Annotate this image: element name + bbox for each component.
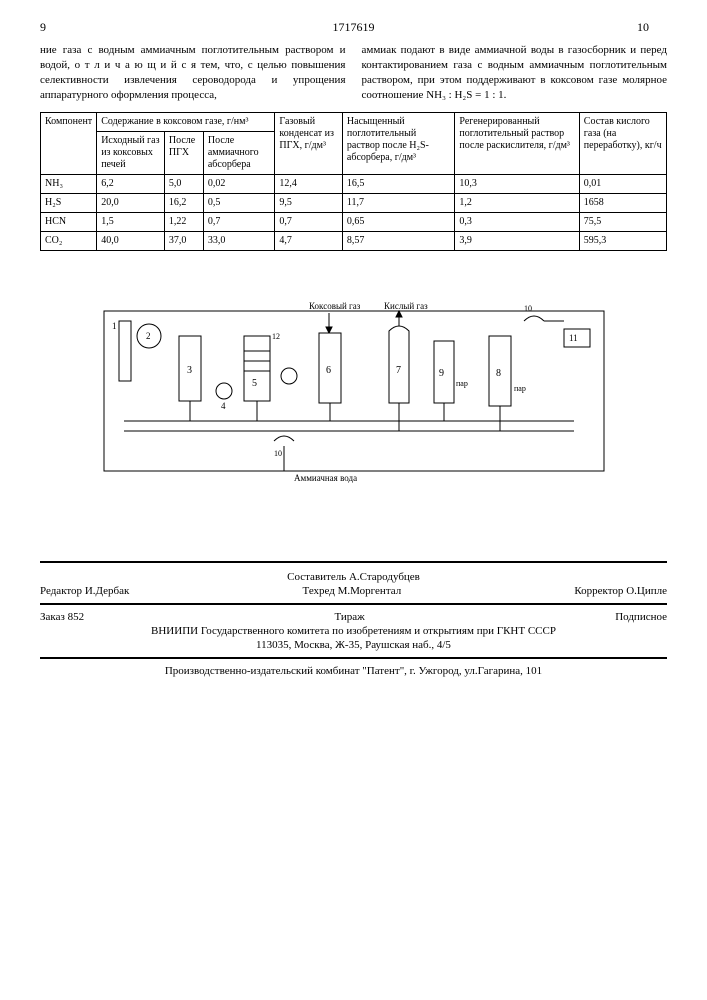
table-head: Компонент Содержание в коксовом газе, г/… <box>41 113 667 175</box>
diagram-label-1: 1 <box>112 321 117 331</box>
table-row: HCN 1,5 1,22 0,7 0,7 0,65 0,3 75,5 <box>41 213 667 232</box>
th-saturated: Насыщенный поглотительный раствор после … <box>342 113 454 175</box>
diagram-label-koksovy: Коксовый газ <box>309 301 361 311</box>
editor: Редактор И.Дербак <box>40 585 129 597</box>
podpisnoe: Подписное <box>615 611 667 623</box>
diagram-label-7: 7 <box>396 365 401 376</box>
table-row: H₂S 20,0 16,2 0,5 9,5 11,7 1,2 1658 <box>41 194 667 213</box>
table-body: NH₃ 6,2 5,0 0,02 12,4 16,5 10,3 0,01 H₂S… <box>41 175 667 251</box>
th-condensate: Газовый конденсат из ПГХ, г/дм³ <box>275 113 343 175</box>
cell: 16,5 <box>342 175 454 194</box>
cell: CO₂ <box>41 232 97 251</box>
page-header: 9 1717619 10 <box>40 20 667 35</box>
body-col-left: ние газа с водным аммиачным поглотительн… <box>40 43 346 102</box>
th-coke-gas: Содержание в коксовом газе, г/нм³ <box>97 113 275 132</box>
diagram-label-kisly: Кислый газ <box>384 301 428 311</box>
addr-line: 113035, Москва, Ж-35, Раушская наб., 4/5 <box>40 639 667 651</box>
cell: 0,65 <box>342 213 454 232</box>
cell: 3,9 <box>455 232 579 251</box>
cell: 33,0 <box>203 232 275 251</box>
corrector: Корректор О.Ципле <box>574 585 667 597</box>
diagram-label-par1: пар <box>456 379 468 388</box>
cell: 37,0 <box>164 232 203 251</box>
cell: 0,02 <box>203 175 275 194</box>
cell: 595,3 <box>579 232 666 251</box>
cell: H₂S <box>41 194 97 213</box>
imprint: Составитель А.Стародубцев Редактор И.Дер… <box>40 561 667 677</box>
process-diagram: 1 2 3 4 5 12 Коксовый газ 6 Кислый газ 7… <box>94 281 614 501</box>
cell: 4,7 <box>275 232 343 251</box>
org-line: ВНИИПИ Государственного комитета по изоб… <box>40 625 667 637</box>
diagram-label-9: 9 <box>439 368 444 379</box>
cell: 5,0 <box>164 175 203 194</box>
composition-table: Компонент Содержание в коксовом газе, г/… <box>40 112 667 251</box>
page-number-left: 9 <box>40 20 70 35</box>
cell: 1,5 <box>97 213 165 232</box>
cell: 10,3 <box>455 175 579 194</box>
cell: 0,7 <box>275 213 343 232</box>
composer-label: Составитель <box>287 571 346 583</box>
cell: HCN <box>41 213 97 232</box>
diagram-label-11: 11 <box>569 333 578 343</box>
composer-line: Составитель А.Стародубцев <box>40 571 667 583</box>
th-component: Компонент <box>41 113 97 175</box>
cell: 0,5 <box>203 194 275 213</box>
diagram-label-2: 2 <box>146 331 151 341</box>
diagram-label-6: 6 <box>326 365 331 376</box>
diagram-label-12: 12 <box>272 332 280 341</box>
cell: 12,4 <box>275 175 343 194</box>
cell: NH₃ <box>41 175 97 194</box>
diagram-label-ammiak: Аммиачная вода <box>294 473 357 483</box>
cell: 1658 <box>579 194 666 213</box>
composer-name: А.Стародубцев <box>349 571 420 583</box>
cell: 20,0 <box>97 194 165 213</box>
table-row: CO₂ 40,0 37,0 33,0 4,7 8,57 3,9 595,3 <box>41 232 667 251</box>
th-regenerated: Регенерированный поглотительный раствор … <box>455 113 579 175</box>
cell: 75,5 <box>579 213 666 232</box>
diagram-label-par2: пар <box>514 384 526 393</box>
cell: 0,3 <box>455 213 579 232</box>
tech: Техред М.Моргентал <box>303 585 402 597</box>
table-row: NH₃ 6,2 5,0 0,02 12,4 16,5 10,3 0,01 <box>41 175 667 194</box>
diagram-svg: 1 2 3 4 5 12 Коксовый газ 6 Кислый газ 7… <box>94 281 614 501</box>
diagram-label-4: 4 <box>221 401 226 411</box>
document-number: 1717619 <box>70 20 637 35</box>
printer-line: Производственно-издательский комбинат "П… <box>40 665 667 677</box>
cell: 11,7 <box>342 194 454 213</box>
body-text: ние газа с водным аммиачным поглотительн… <box>40 43 667 102</box>
diagram-label-5: 5 <box>252 378 257 389</box>
th-after-absorber: После аммиачного абсорбера <box>203 132 275 175</box>
th-acid-gas: Состав кислого газа (на переработку), кг… <box>579 113 666 175</box>
cell: 9,5 <box>275 194 343 213</box>
cell: 0,7 <box>203 213 275 232</box>
cell: 8,57 <box>342 232 454 251</box>
diagram-label-3: 3 <box>187 365 192 376</box>
credits-line: Редактор И.Дербак Техред М.Моргентал Кор… <box>40 585 667 597</box>
order: Заказ 852 <box>40 611 84 623</box>
body-col-right: аммиак подают в виде аммиачной воды в га… <box>362 43 668 102</box>
order-line: Заказ 852 Тираж Подписное <box>40 611 667 623</box>
cell: 16,2 <box>164 194 203 213</box>
th-after-pgh: После ПГХ <box>164 132 203 175</box>
cell: 1,2 <box>455 194 579 213</box>
cell: 40,0 <box>97 232 165 251</box>
diagram-label-10b: 10 <box>274 449 282 458</box>
cell: 0,01 <box>579 175 666 194</box>
tirazh: Тираж <box>334 611 364 623</box>
diagram-label-10a: 10 <box>524 304 532 313</box>
diagram-label-8: 8 <box>496 368 501 379</box>
page-number-right: 10 <box>637 20 667 35</box>
cell: 6,2 <box>97 175 165 194</box>
th-initial: Исходный газ из коксовых печей <box>97 132 165 175</box>
cell: 1,22 <box>164 213 203 232</box>
